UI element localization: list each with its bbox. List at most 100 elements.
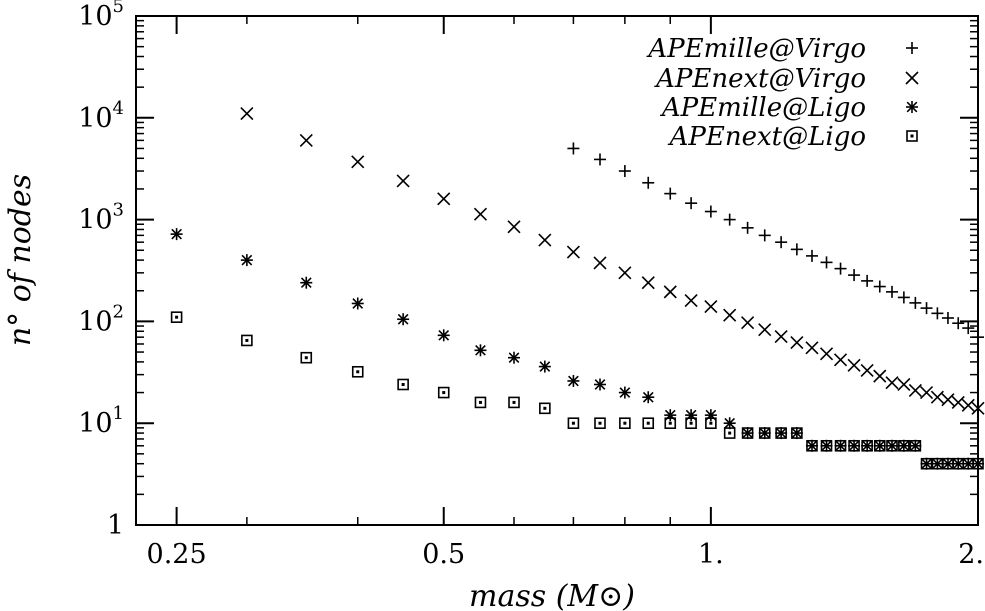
data-point-star — [474, 344, 487, 357]
y-axis-title: n° of nodes — [3, 174, 38, 346]
data-point-cross — [663, 285, 677, 299]
data-point-plus — [618, 165, 631, 178]
data-point-cross — [723, 308, 737, 322]
data-point-star — [618, 386, 631, 399]
data-point-box — [594, 417, 606, 430]
y-tick-label: 105 — [78, 0, 124, 32]
data-point-plus — [704, 205, 717, 218]
data-marks — [170, 107, 985, 470]
data-point-cross — [618, 266, 632, 280]
data-point-plus — [848, 269, 861, 282]
data-point-cross — [351, 155, 365, 169]
data-point-plus — [886, 285, 899, 298]
data-point-plus — [873, 280, 886, 293]
data-point-plus — [805, 249, 818, 262]
legend-marker-cross — [905, 71, 919, 85]
data-point-box — [834, 439, 847, 452]
data-point-box — [567, 417, 580, 430]
data-point-star — [723, 417, 736, 430]
data-point-cross — [941, 393, 955, 407]
data-point-box — [898, 439, 910, 452]
data-point-cross — [930, 390, 944, 404]
data-point-cross — [908, 383, 922, 397]
data-point-star — [437, 329, 450, 342]
data-point-plus — [897, 291, 910, 304]
data-point-cross — [741, 316, 755, 330]
data-point-cross — [704, 299, 718, 314]
axis-ticks — [136, 15, 979, 526]
legend-marker-box — [906, 130, 918, 142]
data-point-cross — [919, 385, 934, 400]
data-point-cross — [641, 276, 655, 290]
data-point-cross — [758, 323, 772, 337]
data-point-box — [791, 427, 803, 439]
data-point-box — [848, 439, 860, 452]
data-point-star — [704, 409, 717, 422]
data-point-star — [538, 360, 551, 373]
data-point-star — [593, 378, 606, 391]
data-point-plus — [972, 331, 984, 344]
data-point-plus — [952, 317, 965, 330]
x-tick-labels: 0.25 0.5 1. 2. — [147, 539, 984, 570]
data-point-box — [539, 402, 551, 415]
data-point-plus — [962, 322, 975, 335]
data-point-box — [920, 457, 933, 470]
plot-frame — [135, 15, 979, 526]
x-tick-label: 2. — [958, 539, 984, 570]
x-tick-label: 1. — [698, 539, 724, 570]
data-point-star — [351, 297, 364, 310]
data-point-box — [820, 439, 833, 452]
data-point-box — [861, 439, 873, 452]
data-point-box — [873, 439, 886, 452]
y-tick-labels: 1 101 102 103 104 105 — [78, 0, 124, 541]
data-point-cross — [396, 174, 410, 188]
data-point-cross — [897, 377, 911, 392]
data-point-plus — [664, 187, 677, 200]
data-point-cross — [860, 363, 874, 377]
y-tick-label: 1 — [107, 510, 124, 541]
data-point-plus — [741, 221, 754, 234]
data-point-star — [567, 374, 580, 387]
legend-marker-star — [906, 101, 918, 113]
data-point-plus — [909, 296, 922, 309]
data-point-box — [397, 378, 409, 391]
y-tick-label: 101 — [78, 403, 124, 439]
data-point-box — [972, 457, 984, 470]
data-point-box — [508, 396, 520, 409]
data-point-box — [741, 427, 754, 439]
data-point-cross — [437, 192, 451, 206]
data-point-box — [474, 396, 487, 409]
data-point-cross — [538, 233, 552, 247]
legend: APEmille@VirgoAPEnext@VirgoAPEmille@Ligo… — [646, 34, 919, 152]
data-point-star — [397, 313, 410, 326]
data-point-plus — [723, 213, 736, 226]
legend-label: APEnext@Ligo — [668, 122, 866, 152]
data-point-box — [806, 439, 818, 452]
legend-label: APEnext@Virgo — [654, 64, 866, 94]
data-point-plus — [920, 302, 933, 315]
x-tick-label: 0.5 — [422, 539, 465, 570]
data-point-cross — [566, 245, 580, 259]
data-point-plus — [820, 256, 833, 269]
data-point-plus — [593, 153, 606, 166]
data-point-cross — [833, 353, 848, 367]
data-point-star — [300, 276, 313, 289]
data-point-box — [909, 439, 922, 452]
y-tick-label: 102 — [78, 301, 124, 337]
data-point-cross — [684, 294, 698, 308]
data-point-cross — [790, 335, 804, 350]
data-point-cross — [240, 107, 254, 121]
data-point-box — [758, 427, 771, 439]
data-point-box — [642, 417, 655, 430]
data-point-box — [886, 439, 898, 452]
data-point-cross — [805, 341, 819, 355]
x-tick-label: 0.25 — [147, 539, 207, 570]
data-point-box — [775, 427, 787, 439]
data-point-plus — [931, 307, 944, 320]
data-point-cross — [473, 207, 488, 221]
data-point-star — [170, 228, 183, 241]
data-point-plus — [685, 197, 698, 210]
data-point-cross — [507, 220, 521, 234]
data-point-box — [705, 417, 717, 430]
